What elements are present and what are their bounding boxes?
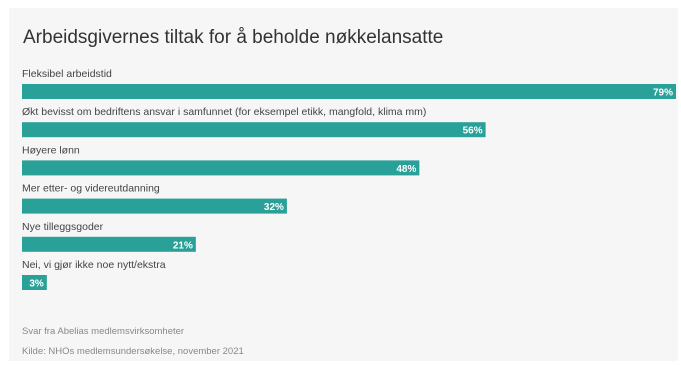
footer-note: Svar fra Abelias medlemsvirksomheter <box>22 326 185 337</box>
bar-chart: Fleksibel arbeidstid 79% Økt bevisst om be… <box>22 68 676 290</box>
value-label: 21% <box>173 240 193 251</box>
value-label: 3% <box>29 279 44 290</box>
value-label: 48% <box>396 164 416 175</box>
value-label: 56% <box>463 126 483 137</box>
category-label: Nye tilleggsgoder <box>22 221 104 233</box>
bar <box>22 84 676 99</box>
chart-title: Arbeidsgivernes tiltak for å beholde nøk… <box>23 27 444 48</box>
category-label: Nei, vi gjør ikke noe nytt/ekstra <box>22 259 166 271</box>
value-label: 32% <box>264 202 284 213</box>
category-label: Økt bevisst om bedriftens ansvar i samfu… <box>22 106 426 118</box>
bar <box>22 236 196 252</box>
bar <box>22 275 47 290</box>
category-label: Høyere lønn <box>22 144 80 156</box>
bar <box>22 160 420 176</box>
category-label: Fleksibel arbeidstid <box>22 68 112 80</box>
bar <box>22 198 287 214</box>
footer-source: Kilde: NHOs medlemsundersøkelse, novembe… <box>22 346 244 357</box>
value-label: 79% <box>653 88 673 99</box>
category-label: Mer etter- og videreutdanning <box>22 183 160 195</box>
bar <box>22 122 486 138</box>
chart-card: Arbeidsgivernes tiltak for å beholde nøk… <box>9 8 678 361</box>
